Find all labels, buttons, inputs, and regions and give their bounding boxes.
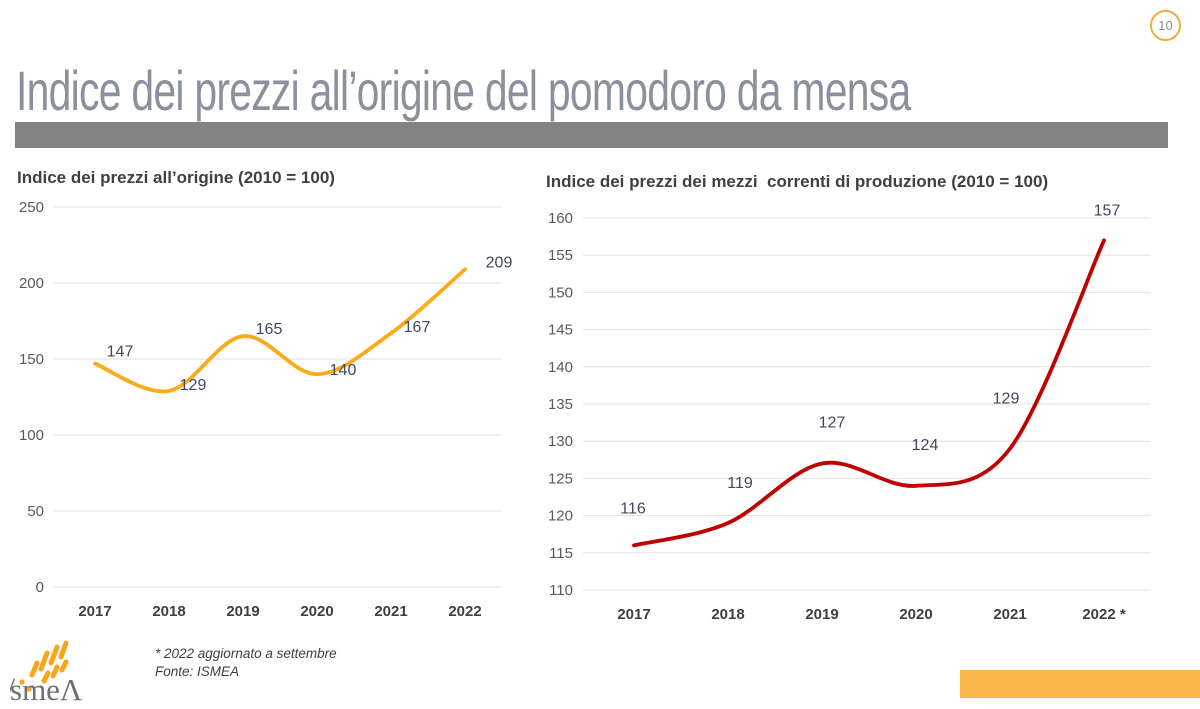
chart-left-origin-prices: 0 50 100 150 200 250 2017 2018 2019 2020 2021 2022 1… bbox=[19, 199, 513, 620]
data-label: 124 bbox=[912, 437, 939, 454]
y-tick-label: 130 bbox=[548, 433, 573, 450]
y-tick-label: 155 bbox=[548, 247, 573, 264]
data-label: 116 bbox=[620, 500, 646, 517]
data-label: 165 bbox=[256, 321, 283, 338]
series-line bbox=[93, 267, 467, 394]
y-tick-label: 150 bbox=[548, 284, 573, 301]
y-tick-label: 145 bbox=[548, 322, 573, 339]
chart-title-left: Indice dei prezzi all’origine (2010 = 10… bbox=[17, 168, 335, 187]
footer-accent-bar bbox=[960, 670, 1200, 698]
y-tick-label: 160 bbox=[548, 210, 573, 227]
data-label: 147 bbox=[107, 344, 134, 361]
logo-wheat-icon bbox=[29, 640, 69, 684]
logo-wordmark: ̸smеΛ bbox=[10, 672, 83, 705]
x-category-label: 2022 bbox=[448, 603, 481, 620]
y-tick-label: 200 bbox=[19, 275, 44, 292]
data-label: 167 bbox=[404, 319, 431, 336]
y-tick-label: 120 bbox=[548, 508, 573, 525]
logo-dots bbox=[19, 679, 32, 692]
title-underline-bar bbox=[15, 122, 1168, 148]
data-label: 129 bbox=[180, 377, 207, 394]
y-tick-label: 150 bbox=[19, 351, 44, 368]
x-category-label: 2020 bbox=[300, 603, 333, 620]
x-category-label: 2019 bbox=[805, 606, 838, 623]
data-label: 209 bbox=[486, 254, 513, 271]
y-tick-label: 135 bbox=[548, 396, 573, 413]
y-tick-label: 115 bbox=[549, 545, 573, 562]
x-category-label: 2019 bbox=[226, 603, 259, 620]
x-category-label: 2020 bbox=[899, 606, 932, 623]
x-category-label: 2017 bbox=[617, 606, 650, 623]
y-tick-label: 140 bbox=[548, 359, 573, 376]
ismea-logo-icon: ̸smеΛ bbox=[10, 640, 83, 705]
slide-title: Indice dei prezzi all’origine del pomodo… bbox=[16, 59, 911, 122]
y-tick-label: 250 bbox=[19, 199, 44, 216]
series-line bbox=[632, 238, 1106, 548]
data-label: 127 bbox=[819, 415, 846, 432]
x-category-label: 2021 bbox=[374, 603, 407, 620]
x-category-label: 2018 bbox=[711, 606, 744, 623]
footnote-line-1: * 2022 aggiornato a settembre bbox=[155, 646, 337, 661]
x-category-label: 2022 * bbox=[1082, 606, 1126, 623]
footnote-line-2: Fonte: ISMEA bbox=[155, 664, 240, 679]
data-label: 157 bbox=[1094, 202, 1121, 219]
x-category-label: 2017 bbox=[78, 603, 111, 620]
y-tick-label: 50 bbox=[27, 503, 44, 520]
footnote: * 2022 aggiornato a settembre Fonte: ISM… bbox=[155, 645, 337, 681]
y-tick-label: 125 bbox=[548, 470, 573, 487]
data-label: 140 bbox=[330, 362, 357, 379]
y-tick-label: 0 bbox=[36, 579, 44, 596]
data-label: 119 bbox=[727, 475, 753, 492]
page-number-badge: 10 bbox=[1150, 10, 1181, 41]
x-category-label: 2021 bbox=[993, 606, 1026, 623]
y-tick-label: 110 bbox=[549, 582, 573, 599]
y-tick-label: 100 bbox=[19, 427, 44, 444]
x-category-label: 2018 bbox=[152, 603, 185, 620]
chart-title-right: Indice dei prezzi dei mezzi correnti di … bbox=[546, 172, 1049, 191]
page-number: 10 bbox=[1158, 18, 1173, 33]
chart-right-production-means-prices: 110 115 120 125 130 135 140 145 150 155 160 2017 201… bbox=[548, 202, 1151, 623]
data-label: 129 bbox=[993, 391, 1020, 408]
